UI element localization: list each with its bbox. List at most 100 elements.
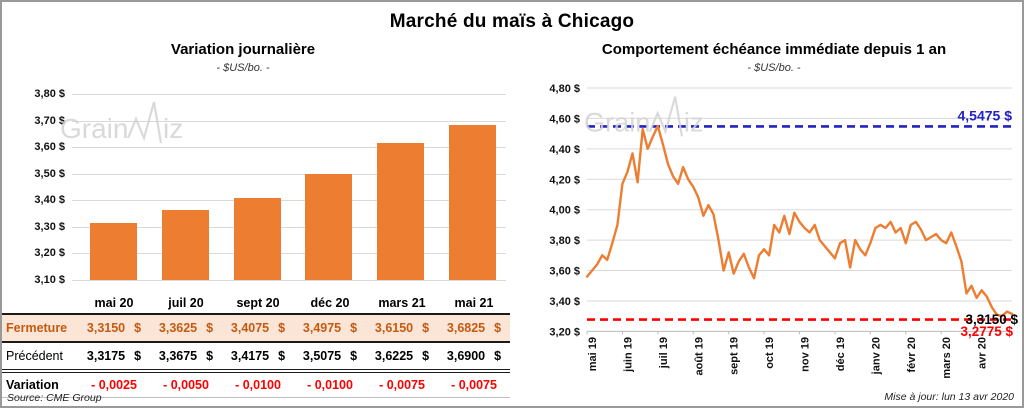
x-axis-tick-label: mai 19 <box>587 337 599 371</box>
currency-symbol: $ <box>206 321 214 335</box>
table-cell: 3,6900 $ <box>446 349 502 363</box>
currency-symbol: $ <box>350 349 358 363</box>
gridline <box>72 120 506 122</box>
table-cell: - 0,0100 <box>307 378 353 392</box>
bar-mars-21 <box>377 143 424 280</box>
x-axis-tick-label: juin 19 <box>622 337 634 373</box>
row-label: Précédent <box>6 349 63 363</box>
table-cell: 3,3675 $ <box>158 349 214 363</box>
x-axis-tick-label: sept 19 <box>729 337 741 375</box>
table-row-prcdent: Précédent 3,3175 $ 3,3675 $ 3,4175 $ 3,5075 $ 3,6… <box>2 343 510 373</box>
table-cell: 3,4075 $ <box>230 321 286 335</box>
y-axis-tick-label: 3,40 $ <box>34 194 65 207</box>
table-header-row: mai 20 juil 20 sept 20 déc 20 mars 21 mai 21 <box>2 293 510 313</box>
resistance-value-label: 4,5475 $ <box>958 107 1013 123</box>
bar-chart-title: Variation journalière <box>170 41 316 58</box>
line-chart: 4,80 $ 4,60 $ 4,40 $ 4,20 $ 4,00 $ 3,80 $ 3,60… <box>549 83 1018 379</box>
y-axis-tick-label: 3,60 $ <box>34 141 65 154</box>
column-header: mars 21 <box>378 296 426 310</box>
column-header: mai 21 <box>454 296 494 310</box>
updated-note: Mise à jour: lun 13 avr 2020 <box>884 391 1014 403</box>
x-axis-tick-label: oct 19 <box>764 337 776 369</box>
table-cell: 3,3150 $ <box>86 321 142 335</box>
column-header: sept 20 <box>236 296 280 310</box>
quotes-table: mai 20 juil 20 sept 20 déc 20 mars 21 mai 21 F… <box>2 293 510 398</box>
column-header: mai 20 <box>94 296 134 310</box>
currency-symbol: $ <box>494 321 502 335</box>
price-line-series <box>585 124 1014 318</box>
y-axis-tick-label: 3,70 $ <box>34 114 65 127</box>
table-cell: - 0,0050 <box>163 378 209 392</box>
row-label: Fermeture <box>6 321 68 335</box>
x-axis-tick-label: déc 19 <box>835 337 847 371</box>
currency-symbol: $ <box>422 349 430 363</box>
column-header: déc 20 <box>310 296 350 310</box>
table-cell: 3,3625 $ <box>158 321 214 335</box>
bar-mai-20 <box>90 222 138 280</box>
y-axis-tick-label: 3,80 $ <box>34 88 65 100</box>
x-axis-tick-label: juil 19 <box>658 337 670 369</box>
table-cell: - 0,0025 <box>91 378 137 392</box>
currency-symbol: $ <box>206 349 214 363</box>
y-axis-tick-label: 3,20 $ <box>34 247 65 260</box>
bar-sept-20 <box>233 198 281 280</box>
y-axis-tick-label: 4,20 $ <box>549 174 580 186</box>
currency-symbol: $ <box>278 349 286 363</box>
table-cell: 3,6150 $ <box>374 321 430 335</box>
currency-symbol: $ <box>350 321 358 335</box>
currency-symbol: $ <box>134 321 142 335</box>
support-value-label: 3,2775 $ <box>960 324 1013 339</box>
x-axis-tick-label: mars 20 <box>941 337 953 379</box>
y-axis-tick-label: 3,50 $ <box>34 167 65 180</box>
bar-mai-21 <box>448 125 496 280</box>
currency-symbol: $ <box>134 349 142 363</box>
bar-juil-20 <box>162 210 209 280</box>
table-cell: 3,6825 $ <box>446 321 502 335</box>
currency-symbol: $ <box>494 349 502 363</box>
y-axis-tick-label: 3,60 $ <box>549 266 580 278</box>
y-axis-tick-label: 4,60 $ <box>549 113 580 125</box>
y-axis-tick-label: 3,40 $ <box>549 296 580 308</box>
y-axis-tick-label: 3,80 $ <box>549 235 580 247</box>
gridline <box>72 253 506 255</box>
column-header: juil 20 <box>168 296 204 310</box>
table-cell: - 0,0075 <box>379 378 425 392</box>
page-title: Marché du maïs à Chicago <box>389 11 635 32</box>
gridline <box>72 226 506 228</box>
gridline <box>72 280 506 281</box>
source-note: Source: CME Group <box>7 392 102 404</box>
gridline <box>72 94 506 95</box>
y-axis-tick-label: 4,80 $ <box>549 83 580 95</box>
table-cell: 3,6225 $ <box>374 349 430 363</box>
table-row-fermeture: Fermeture 3,3150 $ 3,3625 $ 3,4075 $ 3,4975 $ 3,6… <box>2 313 510 343</box>
y-axis-tick-label: 3,10 $ <box>34 274 65 286</box>
last-price-label: 3,3150 $ <box>965 312 1018 327</box>
line-chart-subtitle: - $US/bo. - <box>747 62 801 74</box>
bar-chart: 3,80 $ 3,70 $ 3,60 $ 3,50 $ 3,40 $ 3,30 $ 3,20… <box>2 88 510 286</box>
table-cell: - 0,0100 <box>235 378 281 392</box>
table-cell: 3,5075 $ <box>302 349 358 363</box>
x-axis-tick-label: nov 19 <box>800 337 812 372</box>
table-cell: 3,4975 $ <box>302 321 358 335</box>
table-row-variation: Variation - 0,0025 - 0,0050 - 0,0100 - 0,010… <box>2 373 510 398</box>
row-label: Variation <box>6 378 59 392</box>
y-axis-tick-label: 3,30 $ <box>34 220 65 233</box>
table-cell: 3,3175 $ <box>86 349 142 363</box>
line-chart-title: Comportement échéance immédiate depuis 1… <box>601 41 947 58</box>
bar-déc-20 <box>305 174 353 280</box>
table-cell: - 0,0075 <box>451 378 497 392</box>
gridline <box>72 147 506 149</box>
x-axis-tick-label: janv 20 <box>870 337 882 375</box>
y-axis-tick-label: 4,00 $ <box>549 205 580 217</box>
currency-symbol: $ <box>278 321 286 335</box>
currency-symbol: $ <box>422 321 430 335</box>
gridline <box>72 200 506 202</box>
y-axis-tick-label: 4,40 $ <box>549 144 580 156</box>
table-cell: 3,4175 $ <box>230 349 286 363</box>
x-axis-tick-label: août 19 <box>693 337 705 376</box>
gridline <box>72 173 506 175</box>
bar-chart-subtitle: - $US/bo. - <box>216 62 270 74</box>
x-axis-tick-label: avr 20 <box>977 337 989 369</box>
y-axis-tick-label: 3,20 $ <box>549 326 580 338</box>
